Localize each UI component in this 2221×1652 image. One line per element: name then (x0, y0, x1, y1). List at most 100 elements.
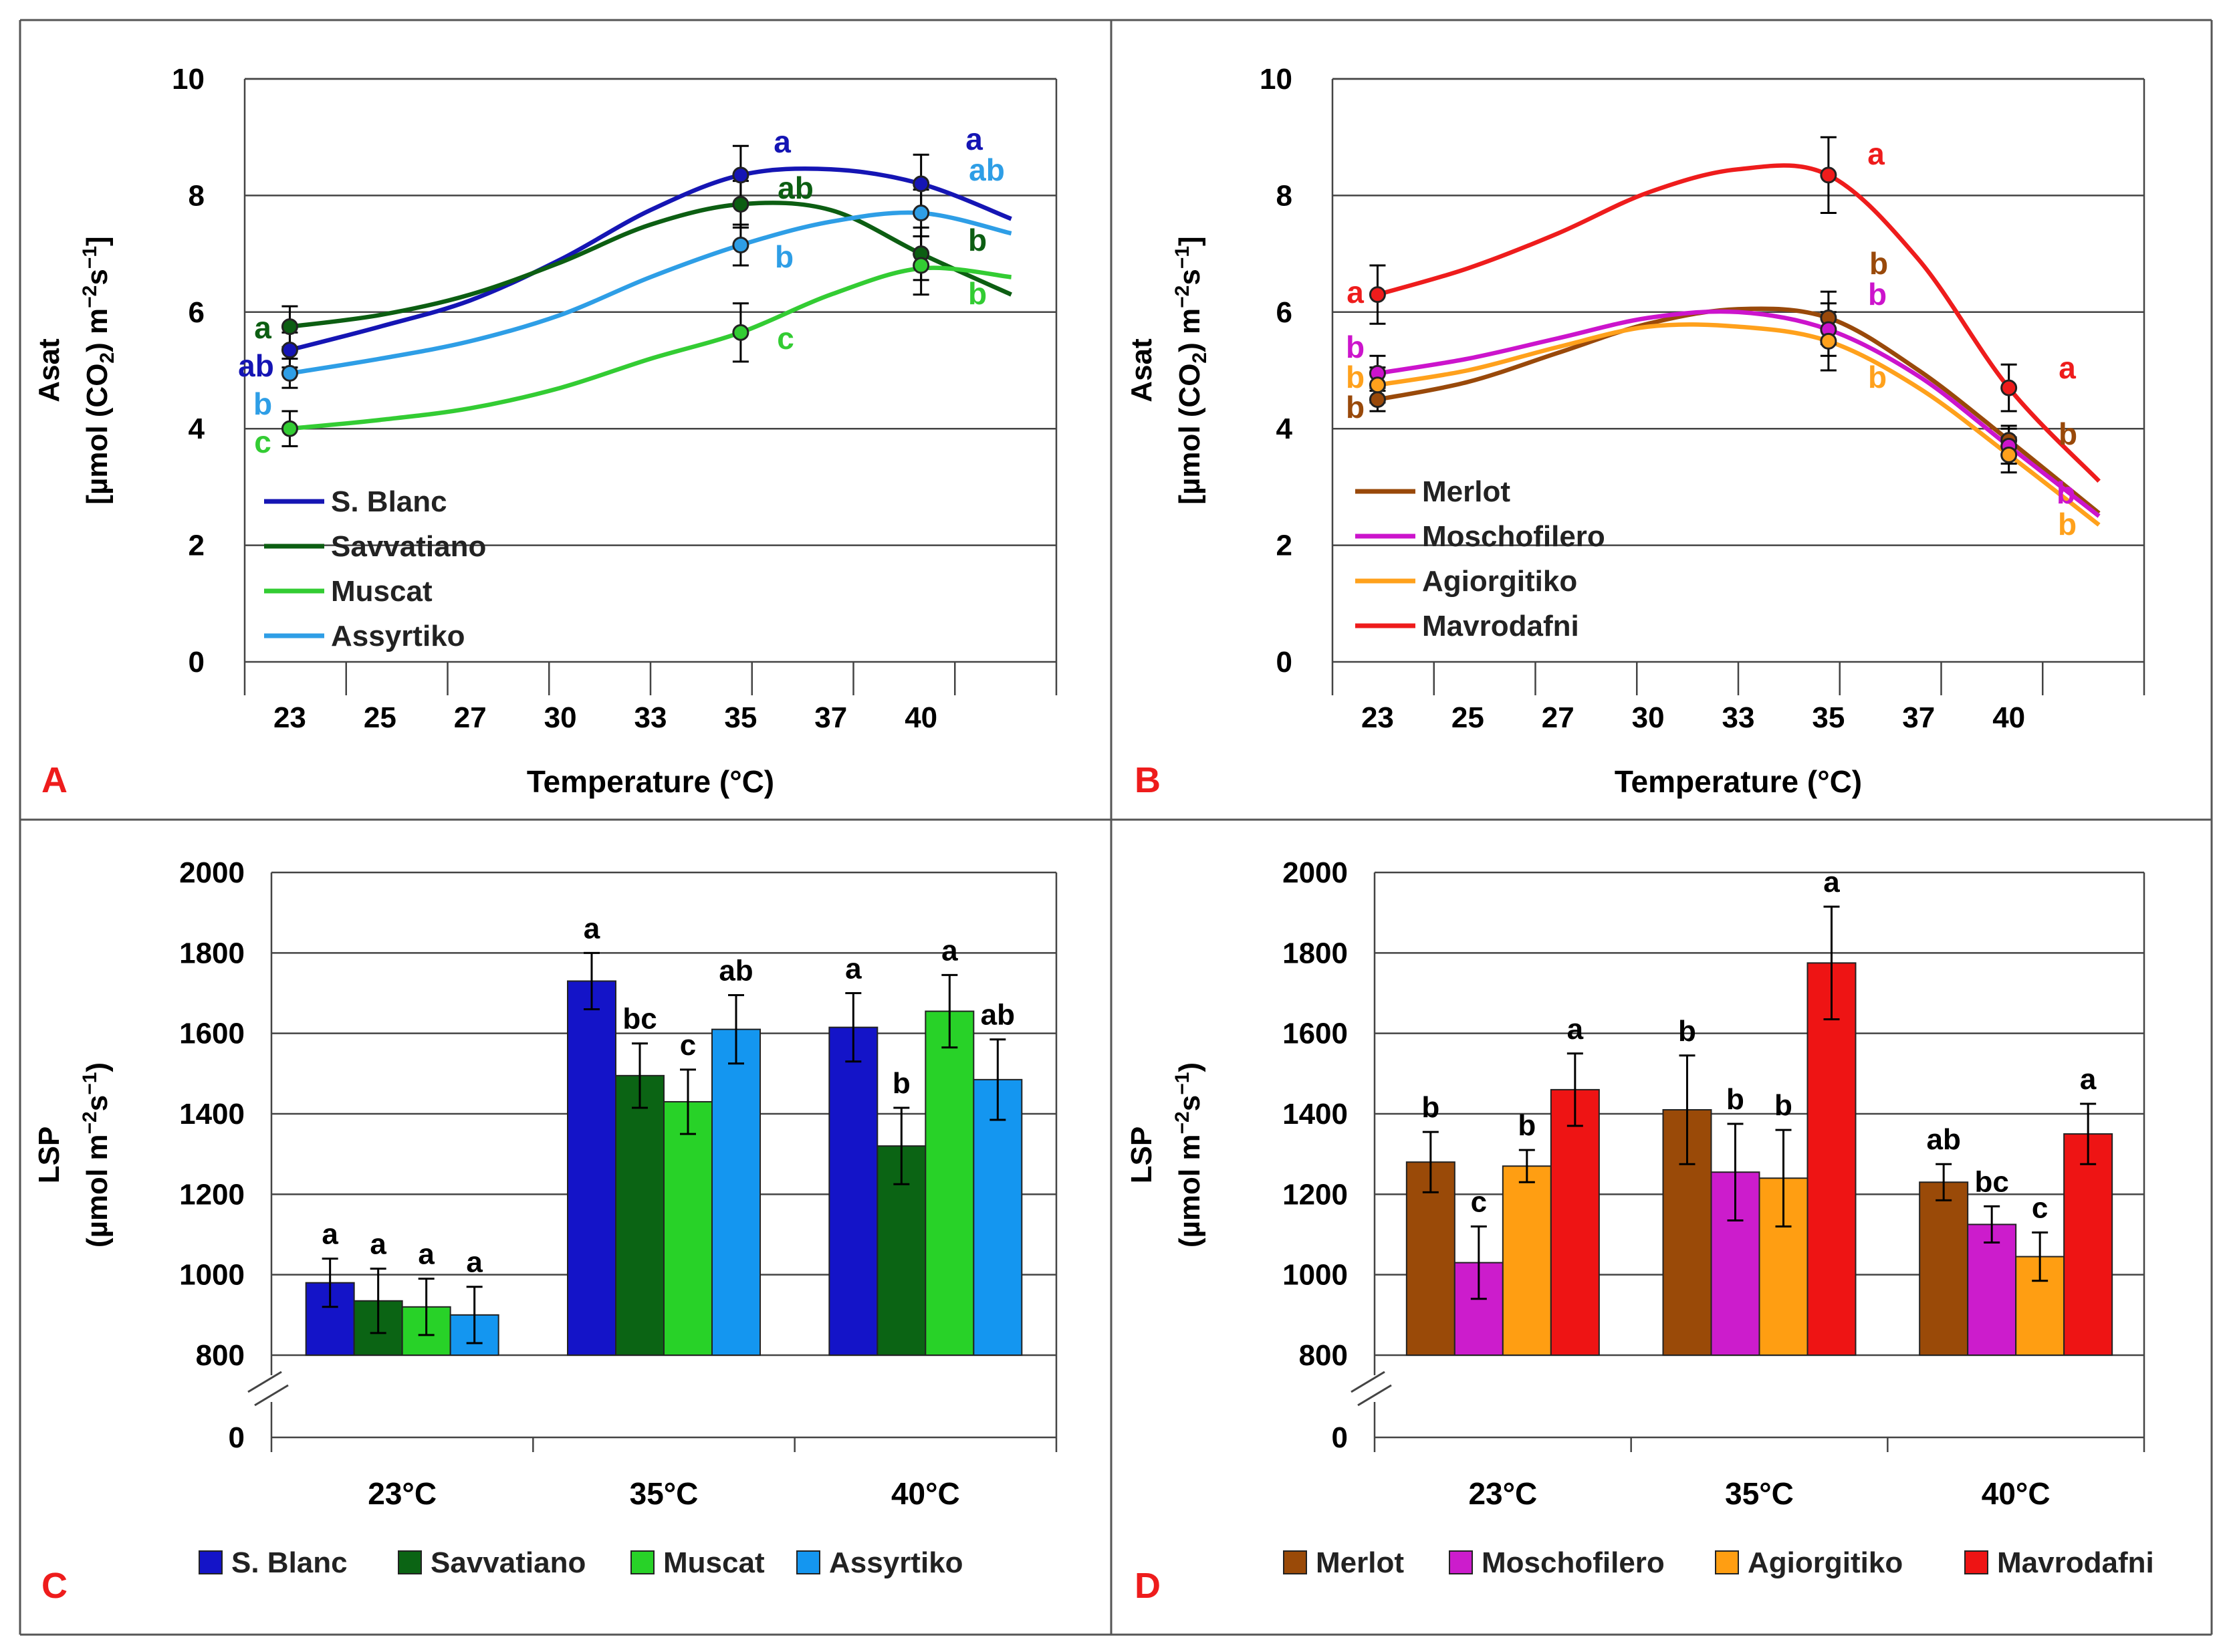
y-tick-label: 2000 (1282, 856, 1348, 889)
y-axis-unit-label: [µmol (CO2) m−2s−1] (1171, 236, 1211, 504)
data-point (281, 341, 298, 358)
y-axis-unit-part: −2 (1171, 285, 1193, 308)
y-axis-unit-part: ] (81, 236, 114, 246)
legend-swatch (796, 1550, 820, 1574)
y-tick-label: 1600 (179, 1018, 245, 1050)
category-label: 23°C (368, 1476, 437, 1511)
category-label: 35°C (630, 1476, 699, 1511)
x-axis-label: Temperature (°C) (527, 764, 774, 799)
y-tick-label: 0 (189, 646, 205, 679)
y-axis-label: Asat (33, 338, 66, 402)
significance-letter: ab (719, 955, 753, 987)
y-tick-label: 0 (229, 1421, 245, 1454)
y-axis-unit-part: 2 (1189, 352, 1211, 364)
legend-label: S. Blanc (331, 485, 447, 518)
data-point (281, 364, 298, 382)
legend-label: Agiorgitiko (1422, 565, 1577, 598)
panel-a-asat-line-chart: 0 2 4 6 8 10 23 25 27 30 33 35 37 40 Temperature (°C) A… (33, 63, 1058, 800)
legend-swatch (199, 1550, 223, 1574)
significance-letter: b (775, 239, 794, 274)
category-label: 35°C (1725, 1476, 1794, 1511)
panel-letter: A (41, 760, 68, 800)
significance-letter: c (1471, 1185, 1487, 1218)
bar (1919, 1181, 1969, 1356)
x-tick-label: 40 (905, 701, 937, 734)
y-axis-unit-part: ) (81, 1062, 114, 1072)
y-axis-unit-part: −1 (79, 246, 101, 269)
y-tick-label: 800 (196, 1339, 245, 1372)
bar (1502, 1165, 1552, 1356)
significance-letter: c (680, 1029, 696, 1062)
significance-letter: b (1868, 277, 1887, 312)
y-tick-label: 1000 (1282, 1259, 1348, 1292)
significance-letter: a (941, 934, 958, 967)
x-tick-label: 35 (1812, 701, 1845, 734)
axis-break-mark (247, 1371, 282, 1393)
y-tick-label: 800 (1299, 1339, 1348, 1372)
y-axis-label: LSP (1125, 1127, 1158, 1184)
y-axis-label: Asat (1125, 338, 1158, 402)
axis-break-mark (1351, 1371, 1385, 1393)
legend-label: Muscat (331, 575, 433, 608)
series-curve-muscat (289, 265, 1012, 431)
y-axis-unit-part: [µmol (CO (1173, 364, 1206, 505)
y-axis-unit-part: −2 (1171, 1111, 1193, 1134)
legend-label: Savvatiano (431, 1546, 586, 1579)
data-point (1369, 376, 1386, 394)
y-axis-unit-part: (µmol m (1173, 1135, 1206, 1248)
y-tick-label: 1400 (1282, 1098, 1348, 1131)
significance-letter: a (774, 124, 791, 159)
legend-label: Mavrodafni (1997, 1546, 2154, 1579)
legend-swatch (398, 1550, 422, 1574)
significance-letter: a (584, 912, 600, 945)
y-axis-unit-part: ] (1173, 236, 1206, 246)
y-axis-unit-part: −1 (1171, 246, 1193, 269)
y-axis-unit-label: [µmol (CO2) m−2s−1] (79, 236, 118, 504)
bar (1550, 1088, 1600, 1356)
legend-label: Merlot (1316, 1546, 1404, 1579)
y-axis-unit-part: −2 (79, 1111, 101, 1134)
series-curve-agiorgitiko (1377, 322, 2101, 527)
significance-letter: ab (969, 152, 1005, 187)
significance-letter: c (254, 425, 271, 459)
data-point (2000, 379, 2018, 396)
significance-letter: b (1726, 1083, 1744, 1116)
y-axis-unit-part: [µmol (CO (81, 364, 114, 505)
significance-letter: b (2059, 417, 2077, 451)
data-point (281, 318, 298, 336)
y-tick-label: 1200 (1282, 1178, 1348, 1211)
axis-break-mark (254, 1384, 289, 1407)
bar (925, 1010, 975, 1356)
data-point (732, 324, 749, 341)
y-tick-label: 2000 (179, 856, 245, 889)
significance-letter: b (893, 1067, 911, 1100)
y-axis-unit-part: ) m (81, 308, 114, 352)
series-curve-s-blanc (289, 166, 1012, 352)
y-axis-unit-part: ) m (1173, 308, 1206, 352)
significance-letter: bc (1974, 1165, 2008, 1198)
y-tick-label: 2 (1276, 529, 1292, 562)
legend-label: S. Blanc (231, 1546, 348, 1579)
significance-letter: ab (778, 170, 814, 205)
significance-letter: b (1346, 360, 1365, 394)
significance-letter: a (1347, 275, 1364, 310)
data-point (913, 205, 930, 222)
bar (973, 1078, 1023, 1356)
y-tick-label: 0 (1332, 1421, 1348, 1454)
y-tick-label: 10 (1260, 63, 1292, 96)
significance-letter: ab (238, 348, 274, 383)
data-point (1820, 166, 1837, 184)
y-tick-label: 1800 (1282, 937, 1348, 969)
data-point (1369, 391, 1386, 408)
y-tick-label: 1400 (179, 1098, 245, 1131)
data-point (913, 257, 930, 274)
significance-letter: bc (622, 1003, 657, 1036)
x-tick-label: 33 (634, 701, 667, 734)
y-tick-label: 1000 (179, 1259, 245, 1292)
y-axis-unit-part: ) (1173, 1062, 1206, 1072)
y-axis-unit-label: (µmol m−2s−1) (79, 1062, 114, 1248)
significance-letter: b (968, 223, 987, 257)
panel-letter: C (41, 1566, 68, 1606)
panel-d-lsp-bar-chart: 080010001200140016001800200023°Cbcba35°C… (1125, 856, 2154, 1606)
